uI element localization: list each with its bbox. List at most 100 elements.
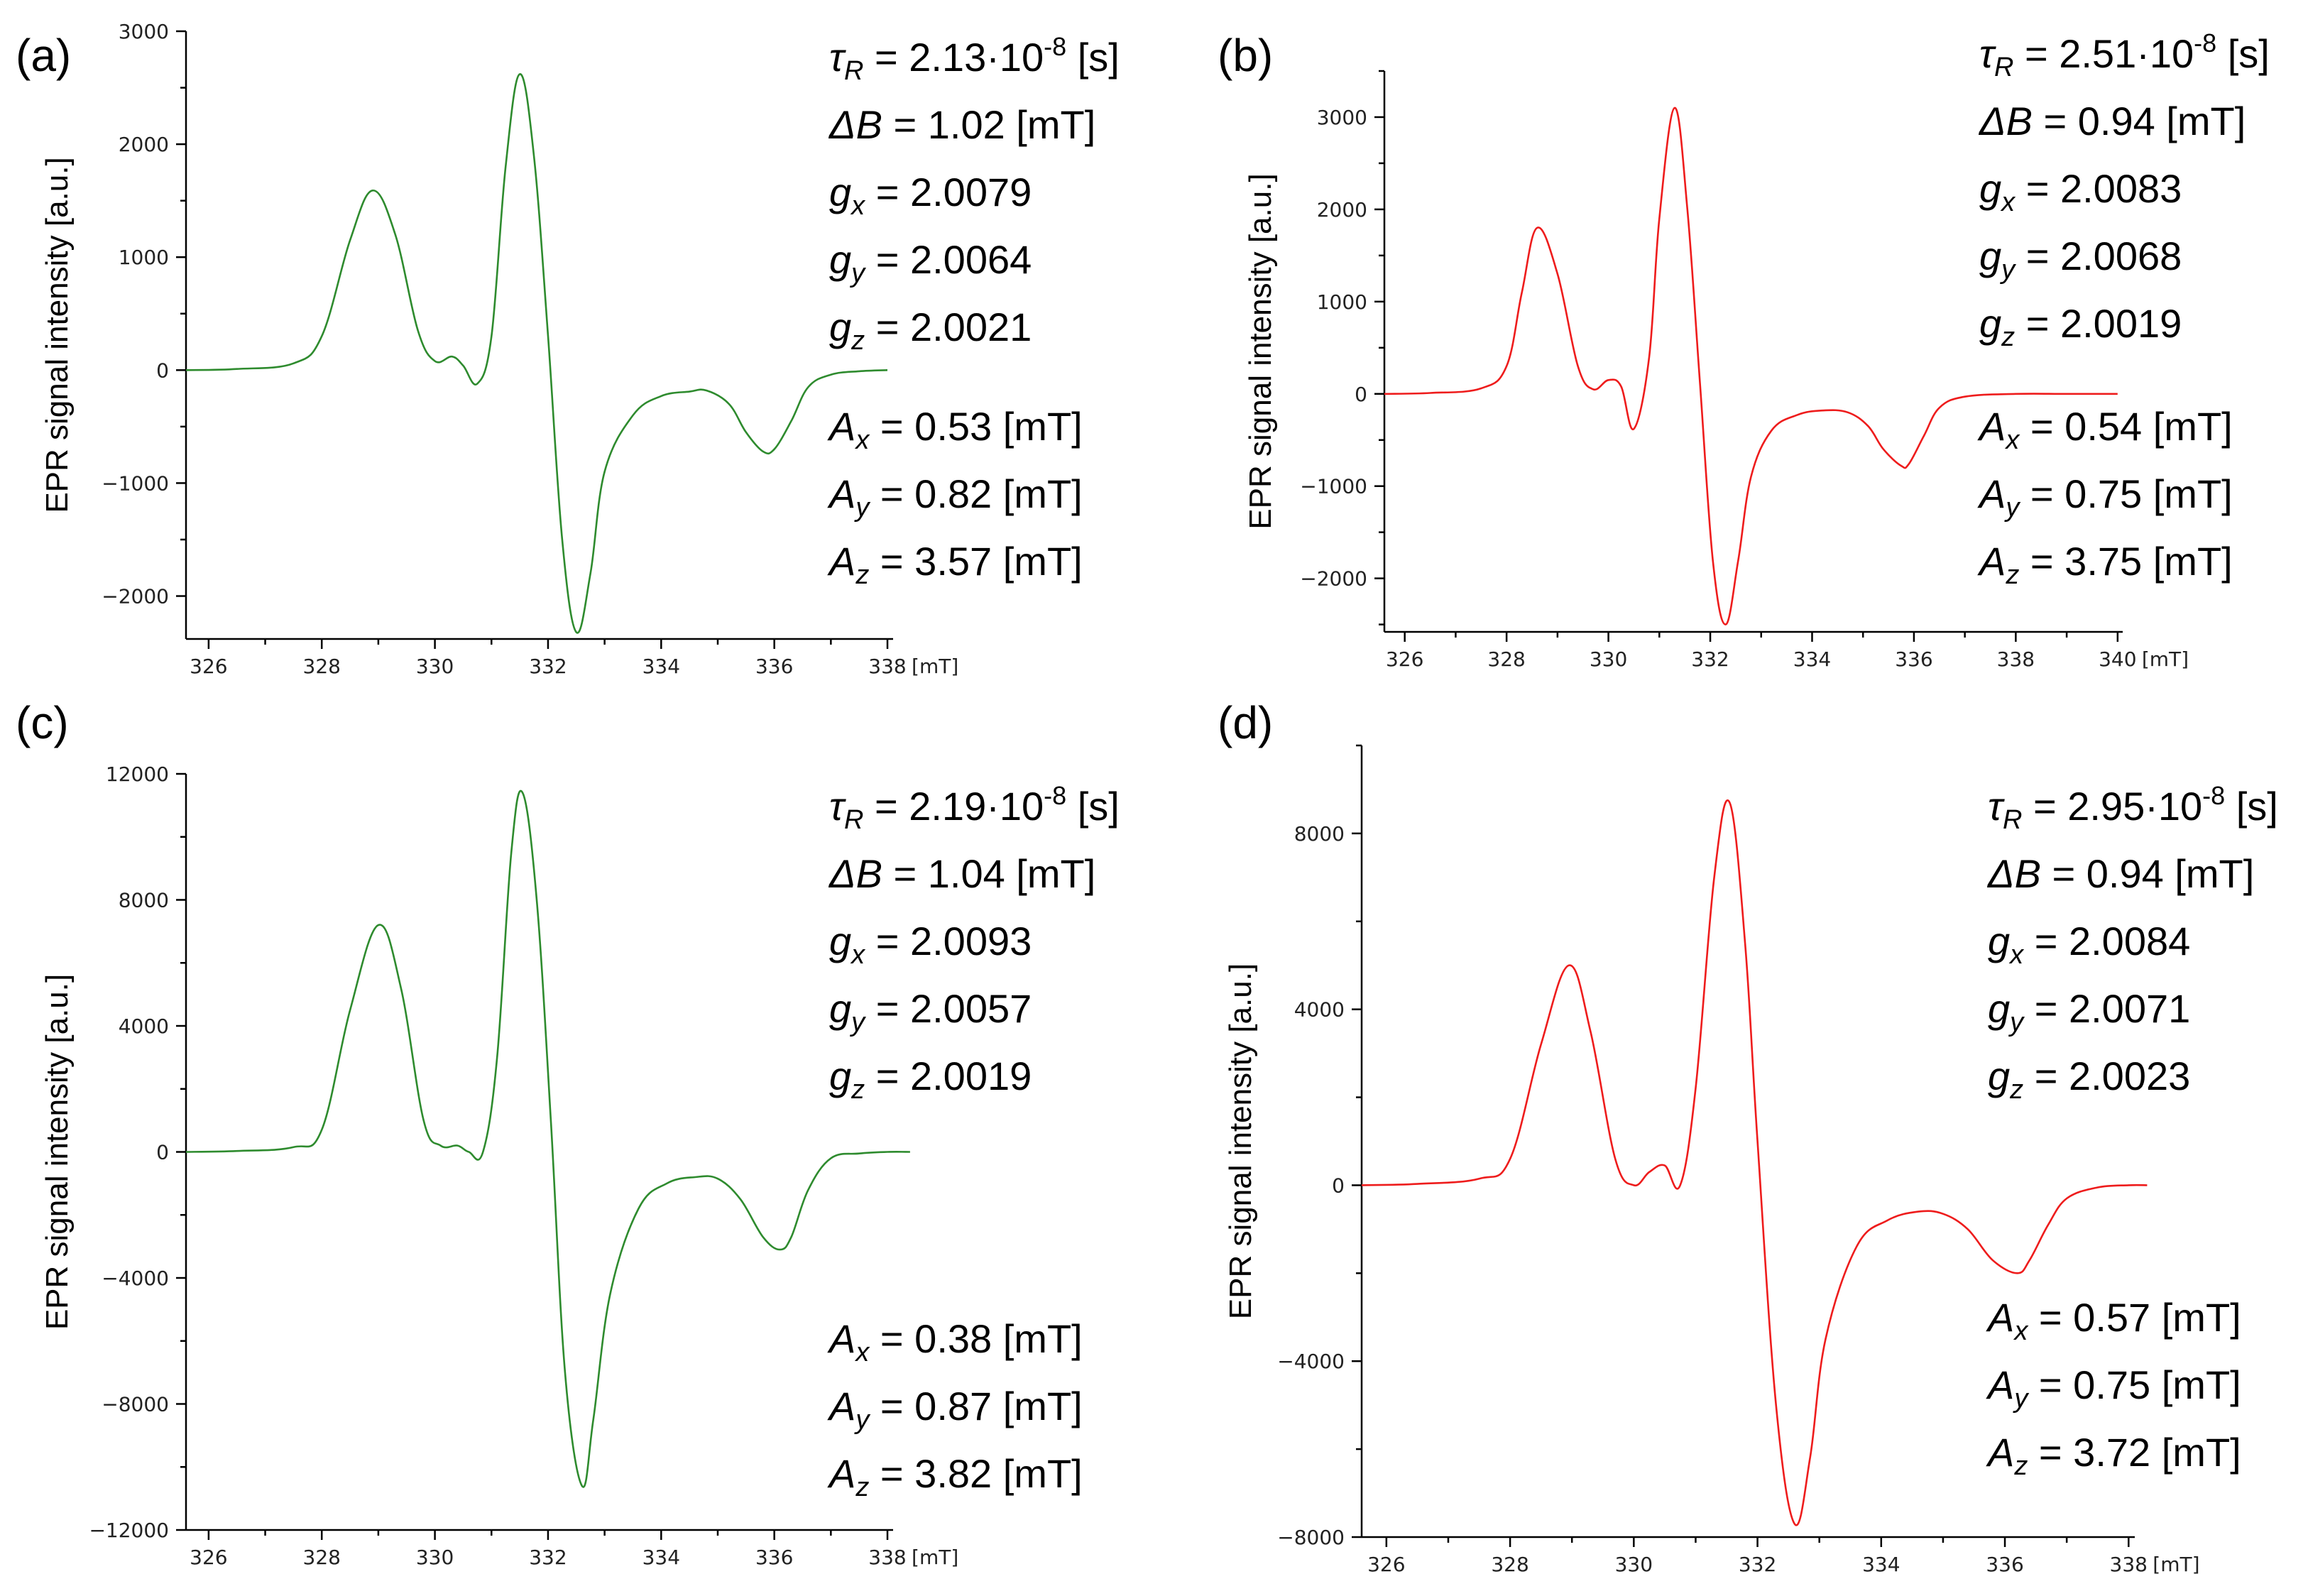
spectrum-line <box>185 789 910 1488</box>
x-tick-label: 334 <box>1793 647 1831 671</box>
param-symbol: A <box>827 539 855 584</box>
param-subscript: y <box>849 1007 866 1037</box>
parameter-annotation: Ay = 0.75 [mT] <box>1986 1362 2241 1414</box>
parameter-annotation: gy = 2.0057 <box>829 986 1032 1037</box>
y-axis-title: EPR signal intensity [a.u.] <box>40 157 75 513</box>
param-subscript: y <box>853 1405 870 1435</box>
parameter-annotation: gy = 2.0064 <box>829 237 1032 288</box>
param-symbol: ΔB <box>1978 99 2033 143</box>
param-symbol: τ <box>1979 31 1996 76</box>
x-tick-label: 338 <box>2110 1553 2148 1576</box>
x-tick-label: 328 <box>1487 647 1525 671</box>
param-symbol: A <box>1977 471 2006 516</box>
y-tick-label: 4000 <box>119 1015 169 1038</box>
param-value: = 0.38 [mT] <box>869 1316 1082 1361</box>
param-subscript: z <box>855 1472 869 1502</box>
y-tick-label: 8000 <box>119 889 169 912</box>
param-subscript: x <box>2004 425 2020 455</box>
y-tick-label: −2000 <box>102 585 169 608</box>
parameter-annotation: Ax = 0.38 [mT] <box>827 1316 1083 1367</box>
parameter-annotation: Ax = 0.57 [mT] <box>1986 1295 2241 1346</box>
x-tick-label: 330 <box>416 1546 454 1569</box>
param-subscript: y <box>2008 1007 2025 1037</box>
x-tick-label: 332 <box>1691 647 1729 671</box>
parameter-annotation: gz = 2.0019 <box>1979 301 2182 352</box>
param-superscript: -8 <box>2194 28 2216 58</box>
param-subscript: z <box>2009 1075 2023 1105</box>
parameter-annotation: Ax = 0.54 [mT] <box>1977 404 2233 455</box>
x-tick-label: 330 <box>1615 1553 1653 1576</box>
x-tick-label: 336 <box>1986 1553 2023 1576</box>
x-tick-label: 332 <box>529 1546 567 1569</box>
param-symbol: g <box>1988 919 2010 963</box>
x-tick-label: 328 <box>303 1546 341 1569</box>
param-symbol: g <box>829 986 851 1031</box>
param-unit: [s] <box>2216 31 2270 76</box>
param-value: = 3.72 [mT] <box>2028 1430 2241 1475</box>
param-value: = 2.0019 <box>865 1054 1032 1098</box>
param-value: = 2.0079 <box>865 170 1032 214</box>
parameter-annotation: τR = 2.13·10-8 [s] <box>829 32 1120 86</box>
parameter-annotation: gy = 2.0068 <box>1979 234 2182 285</box>
spectrum-line <box>185 73 888 634</box>
x-tick-label: 340 <box>2099 647 2136 671</box>
param-subscript: y <box>849 258 866 288</box>
x-tick-label: 326 <box>190 1546 227 1569</box>
param-subscript: z <box>2001 322 2015 352</box>
y-tick-label: 0 <box>1332 1174 1345 1197</box>
param-value: = 2.0057 <box>865 986 1032 1031</box>
param-symbol: A <box>1977 404 2006 449</box>
param-superscript: -8 <box>2202 781 2225 810</box>
x-unit-label: [mT] <box>2153 1553 2199 1576</box>
y-tick-label: −2000 <box>1300 567 1367 591</box>
param-symbol: τ <box>829 35 846 80</box>
param-symbol: g <box>1979 166 2001 211</box>
param-subscript: R <box>2003 805 2022 835</box>
param-subscript: x <box>2008 940 2025 970</box>
param-value: = 2.19·10 <box>863 784 1044 829</box>
param-value: = 1.04 [mT] <box>882 851 1095 896</box>
y-tick-label: −8000 <box>102 1393 169 1416</box>
param-subscript: z <box>851 1075 865 1105</box>
y-tick-label: −1000 <box>102 471 169 495</box>
parameter-annotation: ΔB = 1.04 [mT] <box>828 851 1095 896</box>
param-symbol: g <box>829 919 851 963</box>
parameter-annotation: Az = 3.72 [mT] <box>1986 1430 2241 1481</box>
parameter-annotation: ΔB = 1.02 [mT] <box>828 102 1095 147</box>
x-tick-label: 336 <box>755 1546 793 1569</box>
y-tick-label: −4000 <box>1277 1350 1345 1373</box>
param-symbol: A <box>1986 1430 2014 1475</box>
param-subscript: y <box>2003 493 2020 523</box>
x-tick-label: 334 <box>1862 1553 1900 1576</box>
y-tick-label: −12000 <box>89 1519 169 1542</box>
parameter-annotation: Az = 3.82 [mT] <box>827 1451 1083 1502</box>
x-unit-label: [mT] <box>912 655 958 678</box>
param-subscript: x <box>2000 187 2016 217</box>
param-value: = 0.54 [mT] <box>2019 404 2232 449</box>
param-subscript: z <box>855 560 869 590</box>
panel-b: (b) 326 328 330 332 334 336 338 340 [mT] 3000 2000 1… <box>1218 28 2270 671</box>
param-value: = 2.0021 <box>865 305 1032 349</box>
x-unit-label: [mT] <box>2142 647 2189 671</box>
y-tick-label: −1000 <box>1300 475 1367 498</box>
param-subscript: R <box>844 805 863 835</box>
x-tick-label: 328 <box>303 655 341 678</box>
y-tick-label: 1000 <box>119 246 169 269</box>
param-value: = 0.75 [mT] <box>2028 1362 2241 1407</box>
y-tick-label: 2000 <box>119 133 169 156</box>
param-symbol: ΔB <box>1986 851 2041 896</box>
param-value: = 2.95·10 <box>2022 784 2202 829</box>
param-symbol: g <box>1979 301 2001 346</box>
y-tick-label: −4000 <box>102 1267 169 1290</box>
x-tick-label: 326 <box>1367 1553 1405 1576</box>
x-tick-label: 336 <box>755 655 793 678</box>
param-subscript: z <box>851 326 865 356</box>
panel-d: (d) 326 328 330 332 334 336 338 [mT] 8000 4000 0 −40… <box>1218 697 2278 1576</box>
param-subscript: R <box>1994 53 2013 82</box>
param-symbol: τ <box>1988 784 2005 829</box>
param-symbol: A <box>1986 1295 2014 1340</box>
x-unit-label: [mT] <box>912 1546 958 1569</box>
param-symbol: g <box>829 1054 851 1098</box>
panel-c: (c) 326 328 330 332 334 336 338 [mT] 12000 8000 400… <box>16 697 1120 1569</box>
